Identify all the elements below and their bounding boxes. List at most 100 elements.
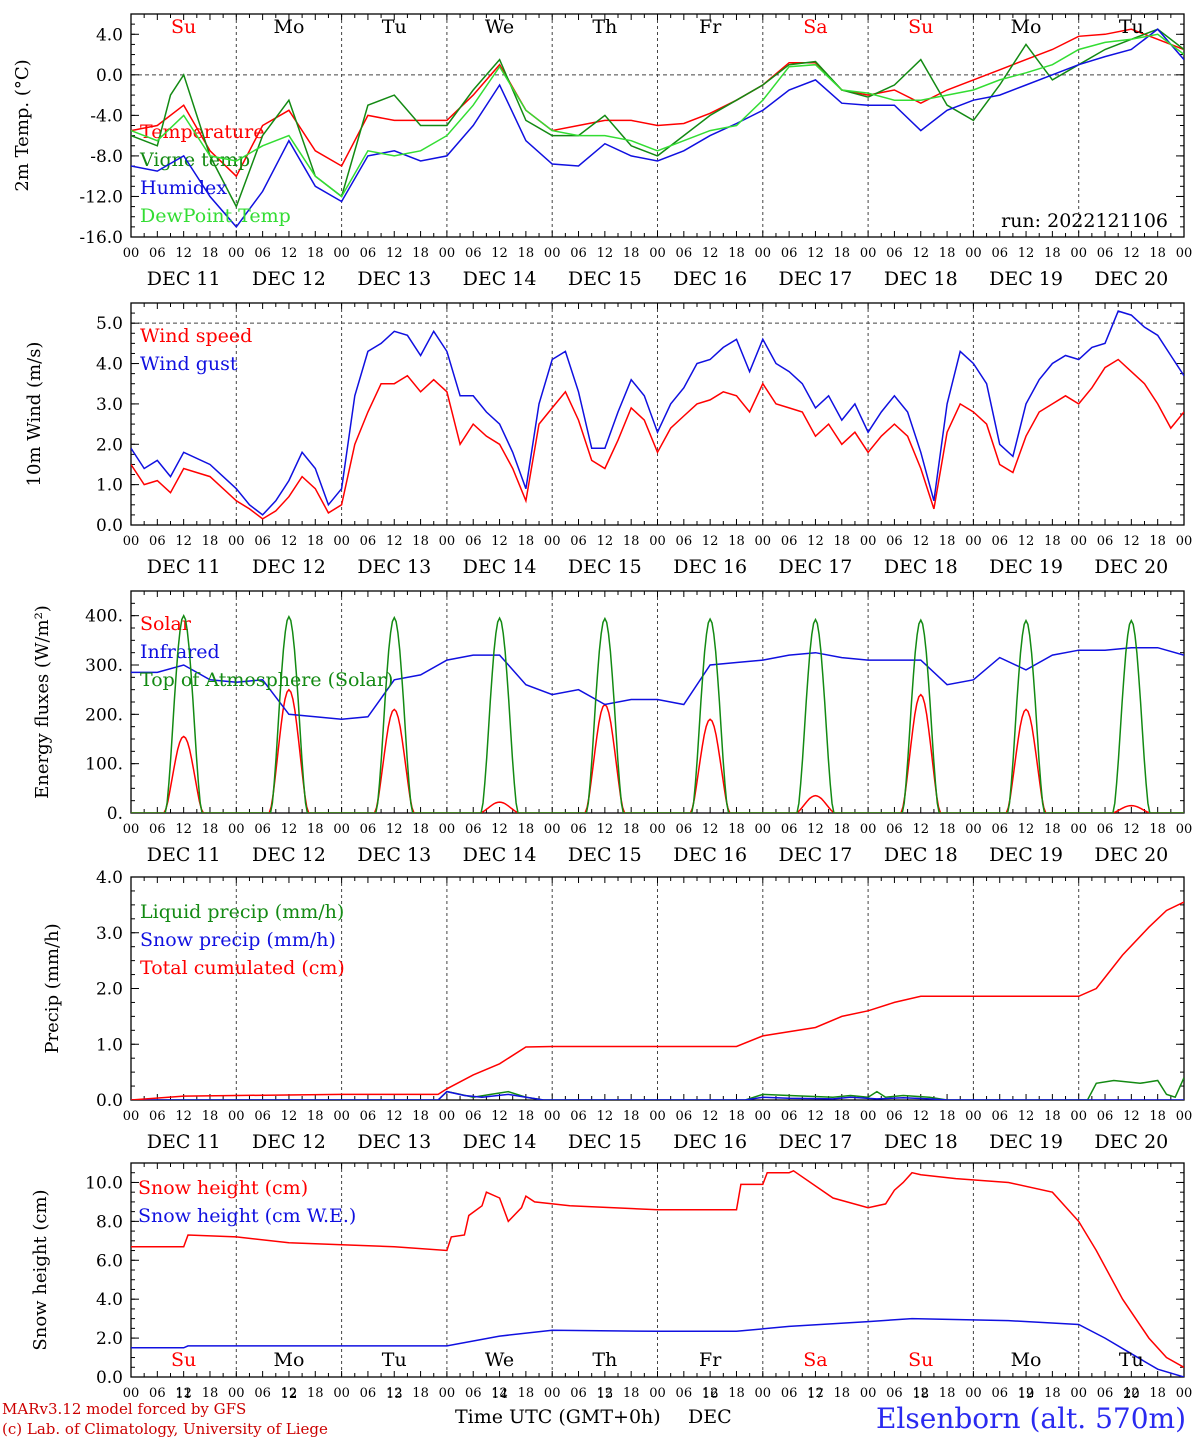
x-hour-tick-label: 12 xyxy=(281,1109,298,1124)
y-tick-label: 300. xyxy=(85,656,123,676)
legend-entry: Infrared xyxy=(140,641,220,663)
x-hour-tick-label: 00 xyxy=(439,534,456,549)
legend-entry: Wind gust xyxy=(140,353,238,375)
x-hour-tick-label: 00 xyxy=(123,1386,140,1401)
x-hour-tick-label: 00 xyxy=(1176,822,1193,837)
x-hour-tick-label: 06 xyxy=(465,534,482,549)
series-line-blue xyxy=(131,1317,1184,1377)
weekday-label-bottom: Fr xyxy=(699,1349,722,1371)
x-hour-tick-label: 00 xyxy=(228,1386,245,1401)
x-hour-tick-label: 06 xyxy=(991,1109,1008,1124)
weekday-label-bottom: Mo xyxy=(1011,1349,1042,1371)
x-hour-tick-label: 18 xyxy=(307,822,324,837)
legend-entry: Snow precip (mm/h) xyxy=(140,929,336,951)
x-hour-tick-label: 06 xyxy=(465,1386,482,1401)
x-hour-tick-label: 06 xyxy=(360,822,377,837)
y-tick-label: 400. xyxy=(85,607,123,627)
y-axis-label: Snow height (cm) xyxy=(30,1189,51,1350)
x-hour-tick-label: 00 xyxy=(965,1386,982,1401)
weekday-label-top: Tu xyxy=(382,16,407,38)
chart-panel-5: 10.0 8.0 6.0 4.0 2.0 0.0 Snow height (cm) Snow … xyxy=(30,1162,1192,1401)
x-hour-tick-label: 12 xyxy=(1018,822,1035,837)
x-hour-tick-label: 18 xyxy=(202,822,219,837)
x-hour-tick-label: 00 xyxy=(755,534,772,549)
weekday-label-top: Fr xyxy=(699,16,722,38)
x-hour-tick-label: 12 xyxy=(597,1386,614,1401)
x-hour-tick-label: 06 xyxy=(360,246,377,261)
x-date-label: DEC 15 xyxy=(568,556,642,578)
x-hour-tick-label: 18 xyxy=(412,1386,429,1401)
x-hour-tick-label: 12 xyxy=(597,246,614,261)
x-hour-tick-label: 00 xyxy=(228,534,245,549)
x-date-label: DEC 14 xyxy=(463,844,537,866)
y-axis-label: Energy fluxes (W/m²) xyxy=(32,605,53,799)
x-hour-tick-label: 12 xyxy=(702,1109,719,1124)
x-hour-tick-label: 12 xyxy=(386,1386,403,1401)
y-tick-label: 4.0 xyxy=(96,1290,123,1310)
y-tick-label: 10.0 xyxy=(85,1173,123,1193)
x-hour-tick-label: 18 xyxy=(412,1109,429,1124)
x-hour-tick-label: 00 xyxy=(755,1109,772,1124)
weekday-label-bottom: Th xyxy=(592,1349,617,1371)
legend-entry: Snow height (cm W.E.) xyxy=(138,1205,356,1227)
x-hour-tick-label: 12 xyxy=(386,246,403,261)
series-line-red xyxy=(131,901,1184,1100)
x-hour-tick-label: 06 xyxy=(570,246,587,261)
x-hour-tick-label: 18 xyxy=(834,1386,851,1401)
y-tick-label: 200. xyxy=(85,705,123,725)
weekday-label-top: Tu xyxy=(1119,16,1144,38)
x-hour-tick-label: 06 xyxy=(886,1109,903,1124)
day-number-label: 14 xyxy=(491,1387,508,1402)
chart-panel-3: 400. 300. 200. 100. 0. Energy fluxes (W/m²) So… xyxy=(32,590,1193,866)
x-hour-tick-label: 00 xyxy=(228,1109,245,1124)
x-hour-tick-label: 00 xyxy=(1070,822,1087,837)
x-hour-tick-label: 00 xyxy=(860,1386,877,1401)
x-hour-tick-label: 06 xyxy=(465,246,482,261)
x-hour-tick-label: 12 xyxy=(1018,246,1035,261)
day-number-label: 15 xyxy=(597,1387,614,1402)
x-hour-tick-label: 18 xyxy=(518,534,535,549)
series-line-blue xyxy=(131,310,1184,516)
y-tick-label: -4.0 xyxy=(90,106,123,126)
x-hour-tick-label: 12 xyxy=(1123,246,1140,261)
x-hour-tick-label: 12 xyxy=(807,1386,824,1401)
x-date-label: DEC 20 xyxy=(1094,1131,1168,1153)
x-hour-tick-label: 00 xyxy=(860,534,877,549)
y-tick-label: 2.0 xyxy=(96,980,123,1000)
y-tick-label: 5.0 xyxy=(96,314,123,334)
series-line-green xyxy=(131,28,1184,209)
y-tick-label: 0. xyxy=(107,804,123,824)
x-hour-tick-label: 18 xyxy=(834,534,851,549)
x-date-label: DEC 16 xyxy=(673,1131,747,1153)
x-hour-tick-label: 00 xyxy=(123,534,140,549)
x-hour-tick-label: 06 xyxy=(991,1386,1008,1401)
x-date-label: DEC 17 xyxy=(779,844,853,866)
x-hour-tick-label: 18 xyxy=(518,822,535,837)
weekday-label-bottom: We xyxy=(485,1349,514,1371)
x-hour-tick-label: 12 xyxy=(1018,1386,1035,1401)
x-hour-tick-label: 18 xyxy=(307,1109,324,1124)
x-hour-tick-label: 00 xyxy=(333,246,350,261)
x-hour-tick-label: 18 xyxy=(939,822,956,837)
x-hour-tick-label: 12 xyxy=(1018,1109,1035,1124)
x-hour-tick-label: 12 xyxy=(491,534,508,549)
x-hour-tick-label: 12 xyxy=(912,1386,929,1401)
x-hour-tick-label: 00 xyxy=(755,246,772,261)
x-date-label: DEC 15 xyxy=(568,844,642,866)
x-hour-tick-label: 06 xyxy=(360,1109,377,1124)
x-hour-tick-label: 18 xyxy=(1044,822,1061,837)
series-line-blue xyxy=(131,646,1184,721)
x-hour-tick-label: 00 xyxy=(860,822,877,837)
day-number-label: 20 xyxy=(1123,1387,1140,1402)
legend-entry: Top of Atmosphere (Solar) xyxy=(140,669,393,691)
station-label: Elsenborn (alt. 570m) xyxy=(875,1402,1186,1435)
x-date-label: DEC 20 xyxy=(1094,268,1168,290)
x-hour-tick-label: 18 xyxy=(1044,1109,1061,1124)
x-hour-tick-label: 00 xyxy=(860,246,877,261)
y-tick-label: 0.0 xyxy=(96,66,123,86)
x-date-label: DEC 16 xyxy=(673,844,747,866)
x-hour-tick-label: 18 xyxy=(1149,822,1166,837)
y-tick-label: 0.0 xyxy=(96,516,123,536)
x-date-label: DEC 13 xyxy=(357,268,431,290)
x-hour-tick-label: 06 xyxy=(254,534,271,549)
